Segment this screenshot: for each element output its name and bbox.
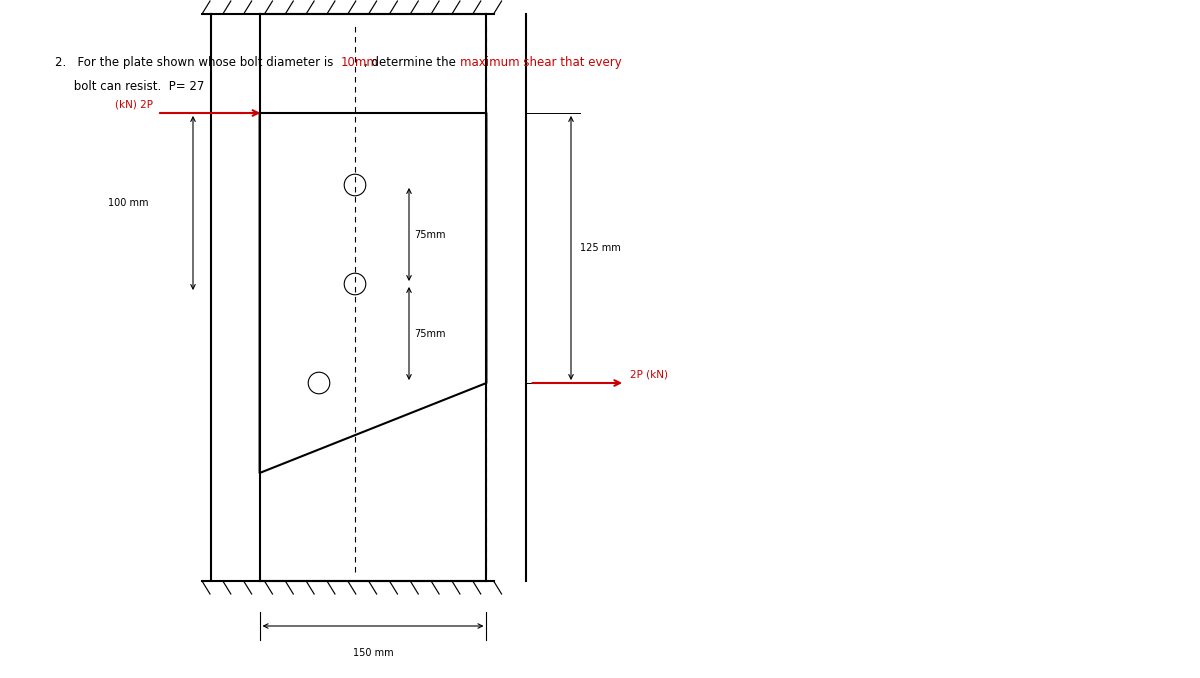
Text: (kN) 2P: (kN) 2P <box>115 100 154 109</box>
Text: 150 mm: 150 mm <box>353 647 394 658</box>
Text: 2P (kN): 2P (kN) <box>630 370 668 380</box>
Text: 75mm: 75mm <box>414 329 446 338</box>
Text: 10mm: 10mm <box>341 56 378 69</box>
Text: maximum shear that every: maximum shear that every <box>460 56 622 69</box>
Text: 75mm: 75mm <box>414 229 446 239</box>
Text: 125 mm: 125 mm <box>580 243 620 253</box>
Text: , determine the: , determine the <box>365 56 460 69</box>
Text: 100 mm: 100 mm <box>108 198 148 208</box>
Text: bolt can resist.  P= 27: bolt can resist. P= 27 <box>55 80 204 93</box>
Text: 2.   For the plate shown whose bolt diameter is: 2. For the plate shown whose bolt diamet… <box>55 56 337 69</box>
